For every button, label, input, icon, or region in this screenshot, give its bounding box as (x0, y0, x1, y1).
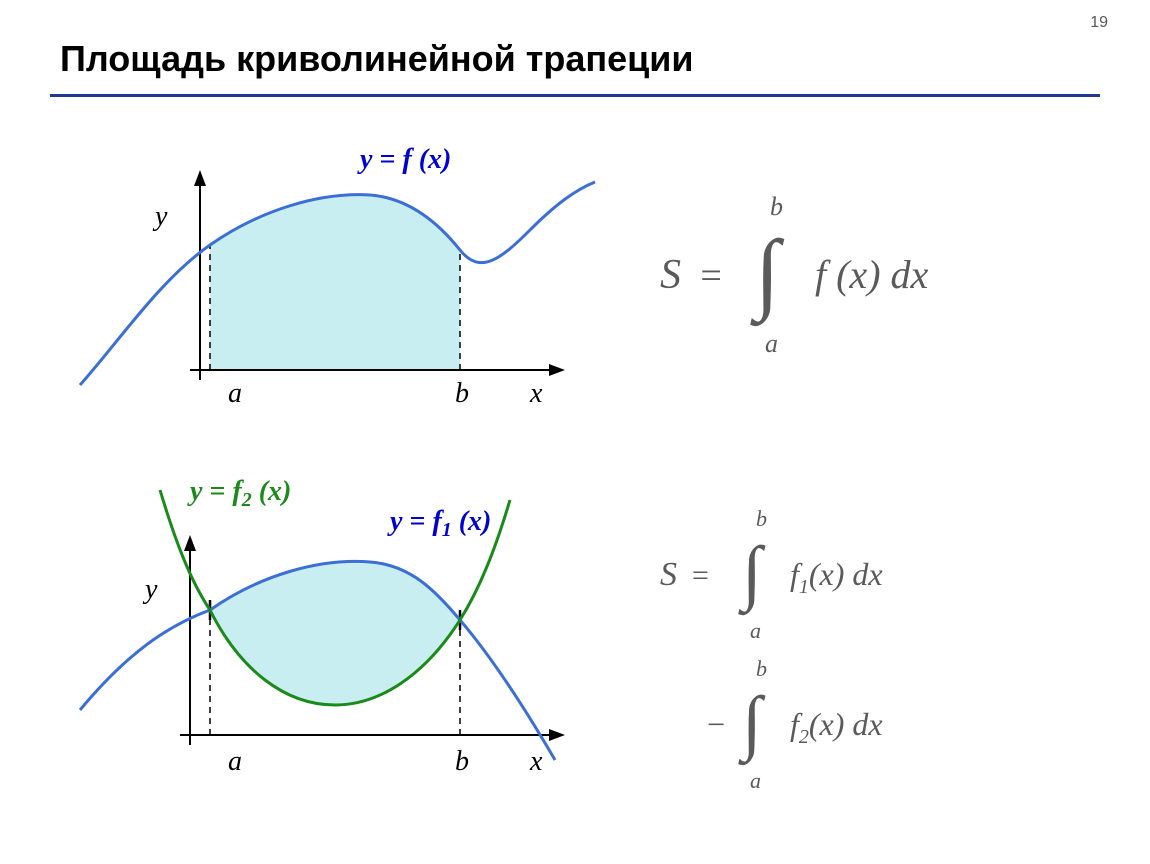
formula-1: S = ∫ b a f (x) dx (650, 180, 1080, 360)
a-label-1: a (228, 378, 242, 409)
integral-2b: ∫ (738, 682, 766, 766)
formula2-f2: f2(x) dx (790, 706, 883, 748)
formula2-a2: a (750, 768, 761, 793)
formula2-minus: − (705, 706, 727, 742)
page-title: Площадь криволинейной трапеции (60, 38, 694, 80)
integral-1: ∫ (750, 223, 785, 327)
svg-text:y = f2 (x): y = f2 (x) (187, 476, 291, 511)
diagram-2-svg: y x a b y = f2 (x) y = f1 (x) (60, 470, 600, 810)
formula2-b2: b (756, 656, 767, 681)
formula-2: S = ∫ b a f1(x) dx − ∫ b a f2(x) dx (650, 490, 1080, 810)
content: y x a b y = f (x) S = ∫ b a f (x) dx (0, 130, 1150, 850)
formula2-eq: = (690, 559, 710, 592)
formula1-S: S (660, 252, 681, 298)
formula2-a1: a (750, 618, 761, 643)
curve-label-f2: y = f2 (x) (187, 476, 291, 511)
formula1-a: a (765, 329, 778, 358)
page-number: 19 (1090, 14, 1108, 32)
b-label-2: b (455, 746, 469, 777)
a-label-2: a (228, 746, 242, 777)
x-axis-arrow-1 (549, 364, 565, 376)
x-label-2: x (529, 746, 543, 777)
y-axis-arrow-2 (184, 535, 196, 551)
y-label-1: y (152, 201, 168, 232)
formula1-eq: = (698, 255, 724, 297)
diagram-2: y x a b y = f2 (x) y = f1 (x) (60, 470, 600, 810)
integral-2a: ∫ (738, 532, 766, 616)
x-axis-arrow-2 (549, 729, 565, 741)
y-axis-arrow-1 (194, 170, 206, 186)
fill-area-1 (210, 195, 460, 370)
formula2-f1: f1(x) dx (790, 556, 883, 598)
x-label-1: x (529, 378, 543, 409)
formula2-b1: b (756, 506, 767, 531)
formula2-S: S (660, 556, 677, 593)
formula-1-svg: S = ∫ b a f (x) dx (650, 180, 1080, 360)
y-label-2: y (142, 574, 158, 605)
formula-2-svg: S = ∫ b a f1(x) dx − ∫ b a f2(x) dx (650, 490, 1080, 810)
title-underline (50, 94, 1100, 97)
curve-label-f1: y = f1 (x) (387, 506, 491, 541)
svg-text:y = f1 (x): y = f1 (x) (387, 506, 491, 541)
diagram-1: y x a b y = f (x) (60, 140, 600, 460)
diagram-1-svg: y x a b y = f (x) (60, 140, 600, 460)
formula1-b: b (770, 192, 783, 221)
formula1-fx: f (x) dx (815, 252, 929, 297)
b-label-1: b (455, 378, 469, 409)
curve-label-1: y = f (x) (357, 144, 451, 175)
